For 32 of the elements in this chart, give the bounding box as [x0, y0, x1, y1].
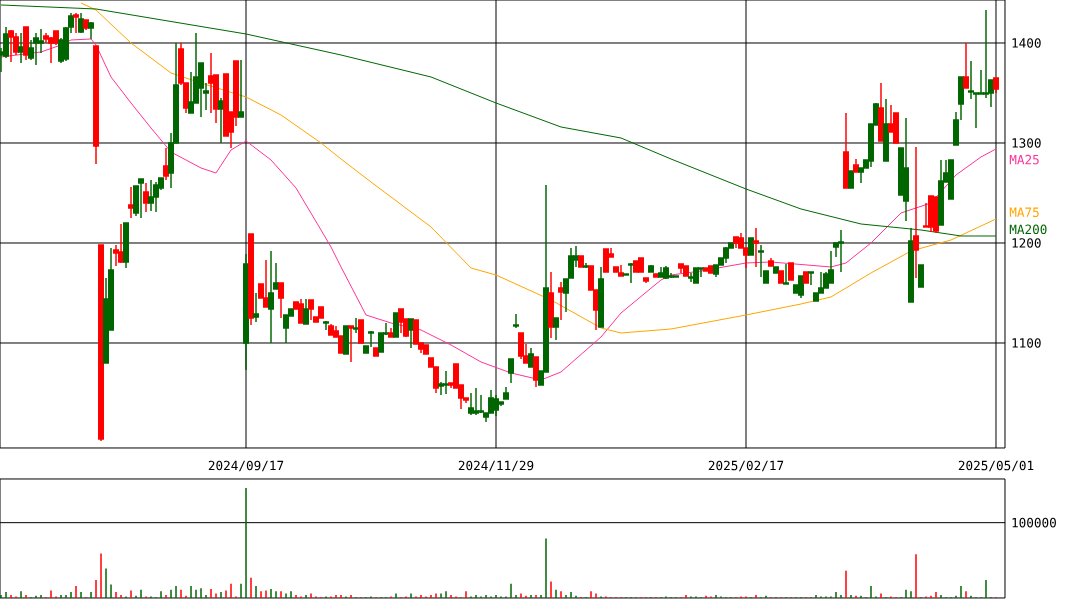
line-series — [80, 2, 997, 334]
candlestick — [253, 292, 259, 323]
candlestick — [353, 317, 359, 334]
line-series — [0, 4, 997, 237]
candlestick — [268, 250, 274, 344]
x-tick-label: 2025/02/17 — [708, 460, 784, 472]
candlestick — [323, 321, 329, 331]
candlestick — [968, 60, 974, 100]
x-tick-label: 2024/09/17 — [208, 460, 284, 472]
candlestick — [558, 281, 564, 321]
x-tick-label: 2025/05/01 — [958, 460, 1034, 472]
series-label: MA75 — [1009, 207, 1039, 218]
series-label: MA25 — [1009, 154, 1039, 165]
candlestick — [18, 32, 24, 64]
candlestick — [128, 186, 134, 219]
y-tick-label: 1400 — [1012, 38, 1041, 48]
candlestick — [143, 182, 149, 213]
candlestick — [548, 271, 554, 339]
y-tick-label: 100000 — [1012, 517, 1056, 528]
y-tick-label: 1300 — [1012, 138, 1041, 148]
y-tick-label: 1200 — [1012, 238, 1041, 248]
candlestick — [88, 22, 94, 40]
series-label: MA200 — [1009, 224, 1047, 235]
candlestick — [438, 381, 444, 396]
candlestick — [163, 147, 169, 181]
candlestick — [73, 12, 79, 34]
y-tick-label: 1100 — [1012, 338, 1041, 348]
candlestick — [243, 253, 249, 371]
candlestick — [43, 32, 49, 44]
candlestick — [913, 146, 919, 279]
x-tick-label: 2024/11/29 — [458, 460, 534, 472]
candlestick — [753, 227, 759, 268]
